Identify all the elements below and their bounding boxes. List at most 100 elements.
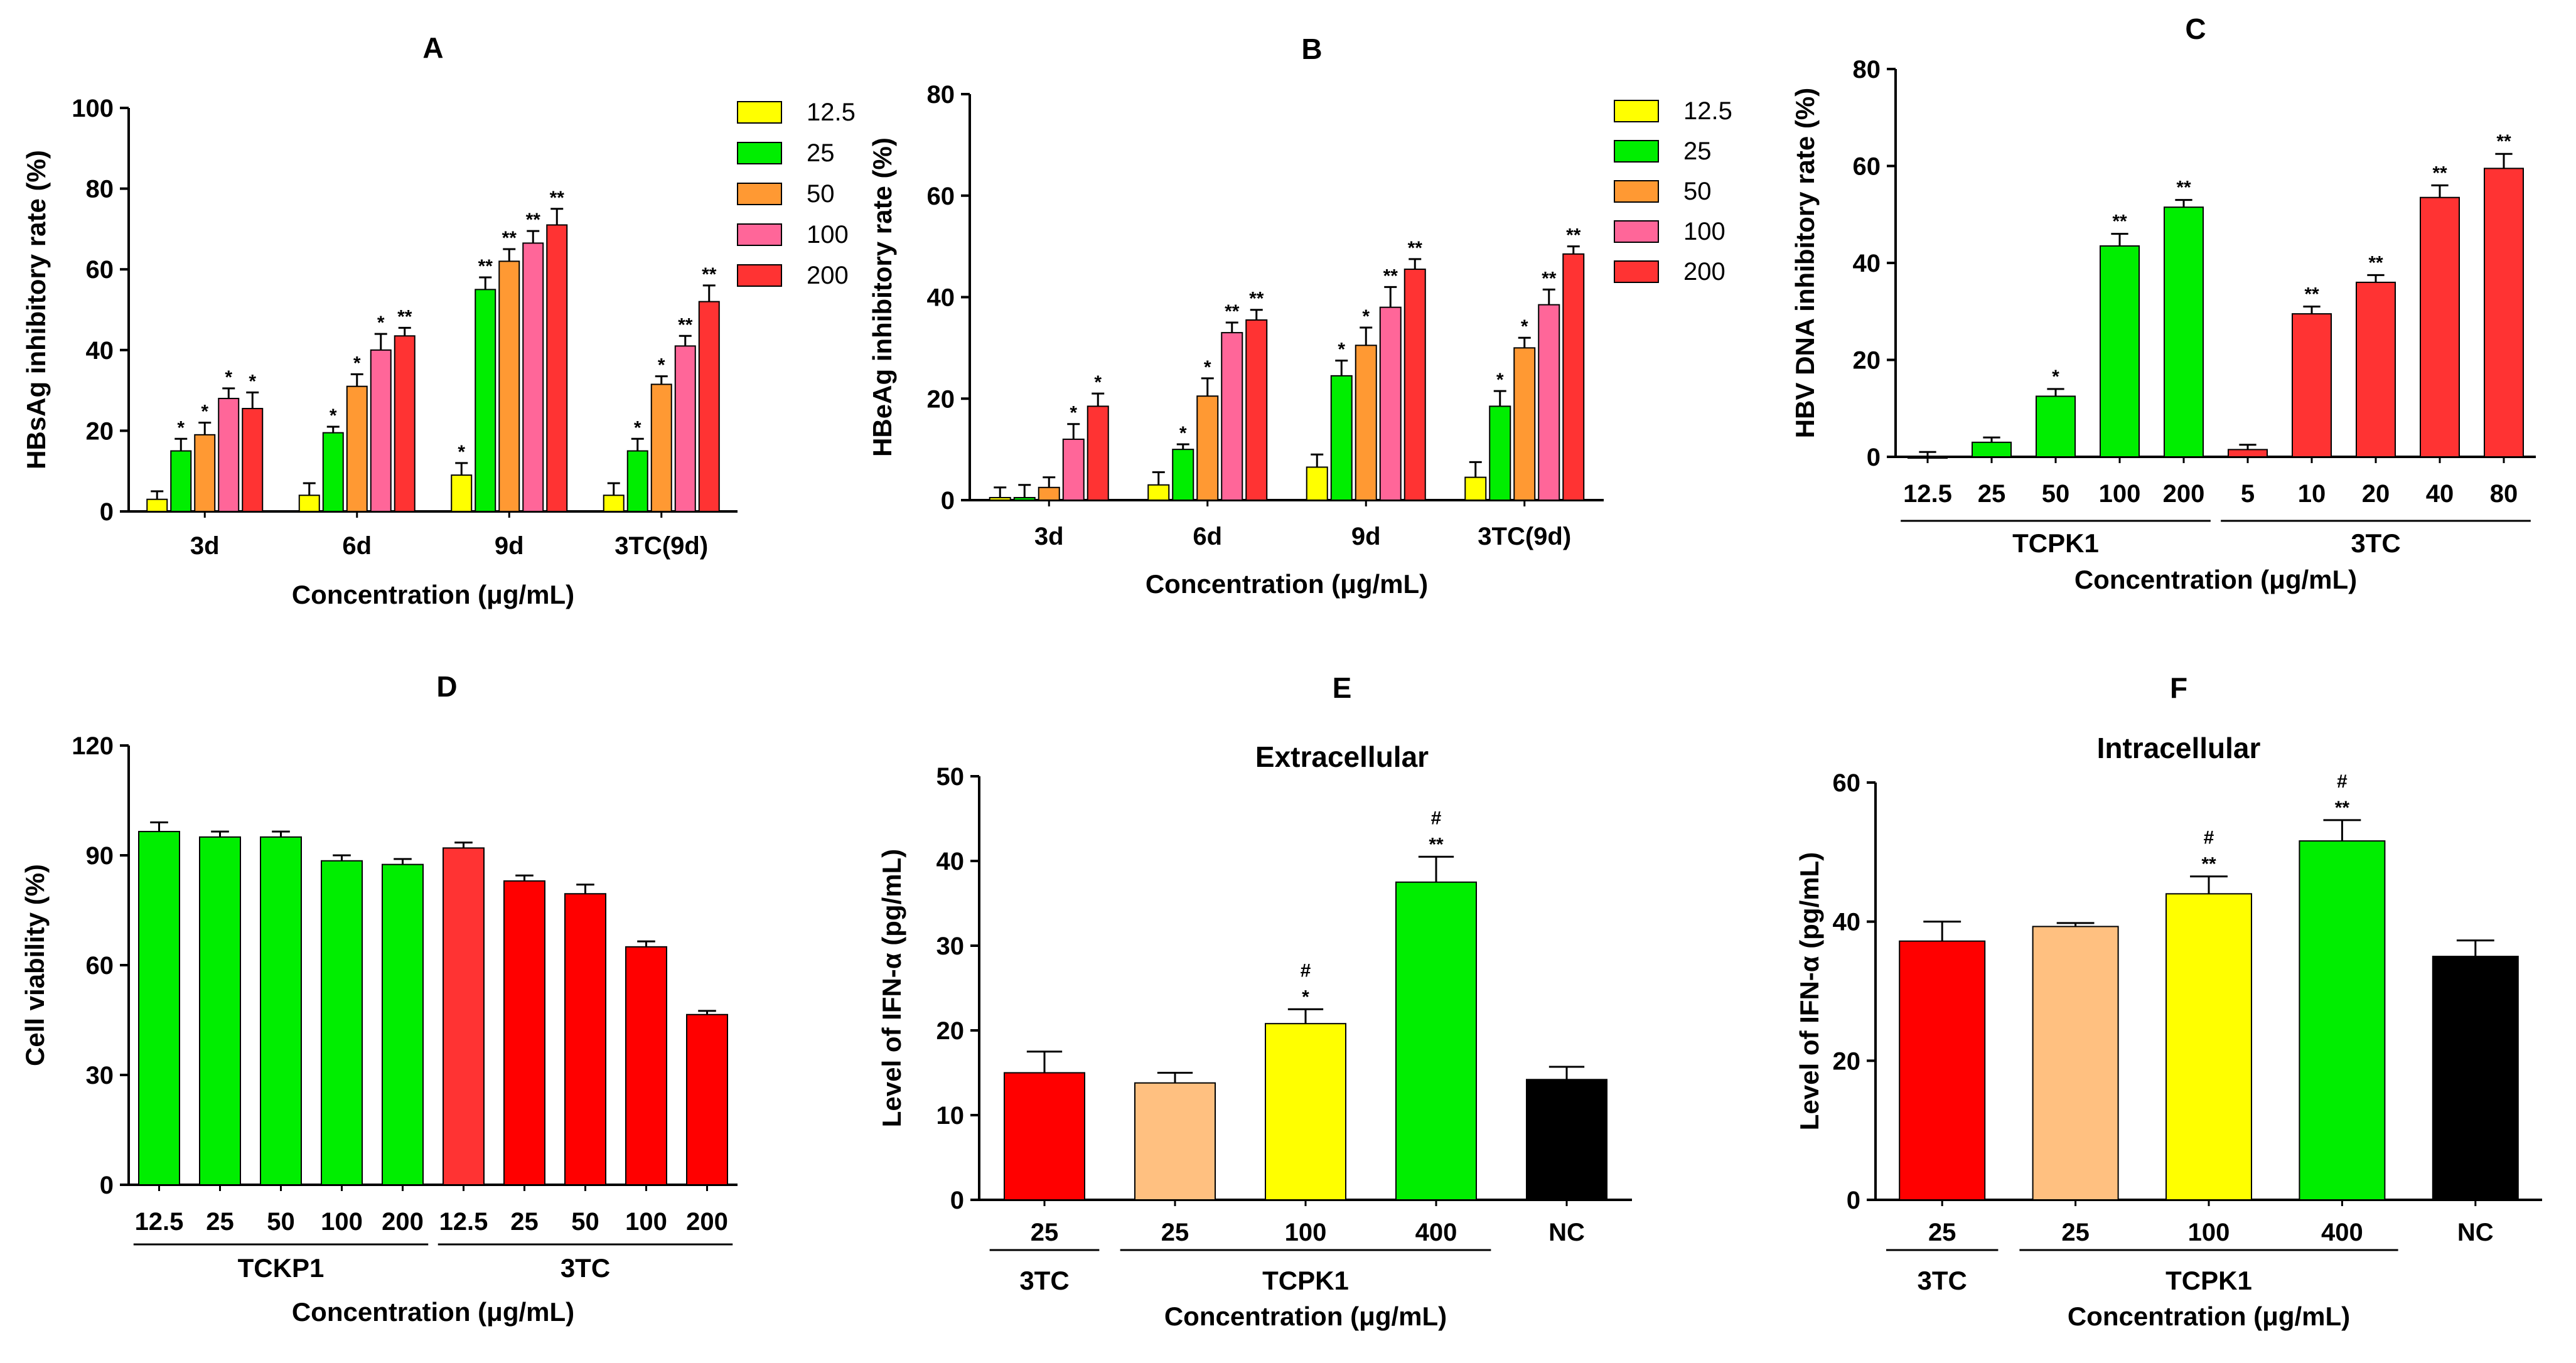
bar — [522, 242, 544, 512]
x-tick-label: 3d — [190, 532, 220, 560]
x-tick-label: 25 — [206, 1208, 234, 1236]
significance-label: * — [377, 313, 385, 333]
panel-letter: B — [1301, 33, 1322, 65]
bar — [1038, 486, 1060, 501]
bar — [1062, 438, 1085, 501]
y-axis-label: HBsAg inhibitory rate (%) — [21, 150, 51, 469]
significance-label: ** — [2496, 131, 2511, 152]
y-tick-label: 30 — [936, 933, 965, 960]
bar — [1265, 1023, 1346, 1200]
significance-label: ** — [1566, 225, 1581, 246]
x-tick-label: 100 — [321, 1208, 363, 1236]
x-tick-label: 200 — [382, 1208, 424, 1236]
legend-label: 200 — [807, 262, 849, 289]
significance-label: ** — [1429, 834, 1444, 855]
bar — [1379, 306, 1402, 501]
bar — [686, 1013, 728, 1185]
group-label: TCPK1 — [1262, 1266, 1349, 1295]
significance-hash-label: # — [1301, 960, 1311, 981]
bar — [1330, 375, 1353, 501]
bar — [1464, 476, 1487, 501]
bar — [242, 408, 264, 512]
x-tick-label: 10 — [2298, 480, 2326, 508]
significance-label: ** — [526, 210, 541, 230]
bar — [1395, 881, 1477, 1200]
significance-label: ** — [678, 314, 693, 335]
significance-label: * — [458, 442, 465, 462]
y-tick-label: 0 — [941, 487, 955, 515]
bar — [650, 383, 672, 513]
bar — [475, 289, 496, 512]
bar — [2164, 206, 2204, 457]
x-axis-label: Concentration (μg/mL) — [292, 1297, 574, 1327]
x-tick-label: 6d — [1193, 523, 1222, 550]
x-tick-label: 3d — [1034, 523, 1064, 550]
significance-label: * — [1094, 372, 1102, 393]
y-tick-label: 120 — [72, 732, 114, 760]
significance-label: ** — [478, 256, 493, 277]
x-tick-label: 200 — [686, 1208, 728, 1236]
x-axis-label: Concentration (μg/mL) — [2074, 565, 2357, 594]
bar — [382, 863, 424, 1186]
bar — [199, 836, 241, 1186]
significance-label: ** — [2176, 178, 2191, 198]
legend-swatch — [1614, 260, 1659, 283]
bar — [146, 498, 168, 513]
group-label: 3TC — [2351, 528, 2400, 558]
significance-label: ** — [2335, 798, 2350, 818]
bar — [2356, 281, 2396, 457]
legend-swatch — [737, 101, 782, 124]
y-tick-label: 40 — [1853, 250, 1881, 277]
y-axis-label: Level of IFN-α (pg/mL) — [877, 849, 906, 1127]
x-tick-label: 5 — [2241, 480, 2255, 508]
legend-label: 50 — [1683, 178, 1712, 205]
x-axis-label: Concentration (μg/mL) — [292, 580, 574, 609]
x-tick-label: 25 — [1031, 1219, 1059, 1246]
legend-swatch — [737, 142, 782, 164]
x-tick-label: 100 — [2188, 1219, 2230, 1246]
x-tick-label: 80 — [2490, 480, 2518, 508]
bar — [1172, 449, 1194, 501]
bar — [1355, 345, 1377, 501]
bar — [346, 385, 368, 512]
bar — [1526, 1079, 1607, 1201]
group-label: TCPK1 — [2165, 1266, 2252, 1295]
significance-hash-label: # — [1431, 808, 1442, 828]
significance-label: * — [2052, 366, 2059, 387]
bar — [1245, 319, 1268, 501]
bar — [2432, 956, 2519, 1201]
bar — [194, 434, 216, 513]
y-tick-label: 0 — [100, 1172, 114, 1199]
legend-swatch — [1614, 220, 1659, 243]
significance-hash-label: # — [2337, 771, 2348, 792]
legend-swatch — [1614, 140, 1659, 163]
panel-f-chart: 0 20 40 60 Level of IFN-α (pg/mL) F Concentrat… — [1795, 671, 2542, 1331]
y-tick-label: 90 — [86, 842, 114, 870]
group-label: 3TC — [1019, 1266, 1069, 1295]
significance-label: * — [1070, 403, 1077, 424]
significance-label: ** — [550, 188, 565, 208]
x-tick-label: 25 — [1161, 1219, 1189, 1246]
significance-label: ** — [2112, 211, 2127, 232]
significance-label: * — [1496, 370, 1504, 390]
significance-label: ** — [502, 228, 517, 249]
y-tick-label: 60 — [86, 952, 114, 980]
y-tick-label: 0 — [1847, 1187, 1860, 1214]
y-tick-label: 30 — [86, 1062, 114, 1089]
x-tick-label: 25 — [2061, 1219, 2090, 1246]
bar — [451, 474, 473, 513]
significance-label: * — [1179, 423, 1187, 444]
bar — [2484, 168, 2524, 457]
y-tick-label: 100 — [72, 95, 114, 122]
x-tick-label: 12.5 — [1903, 480, 1952, 508]
legend-label: 25 — [1683, 137, 1712, 165]
bar — [1087, 405, 1109, 501]
y-tick-label: 40 — [1833, 909, 1861, 936]
x-tick-label: 400 — [2321, 1219, 2363, 1246]
y-tick-label: 40 — [927, 284, 955, 312]
significance-label: ** — [1408, 238, 1423, 259]
bar — [2228, 449, 2268, 457]
x-tick-label: 9d — [1351, 523, 1381, 550]
y-tick-label: 0 — [100, 498, 114, 526]
significance-label: * — [249, 371, 256, 392]
